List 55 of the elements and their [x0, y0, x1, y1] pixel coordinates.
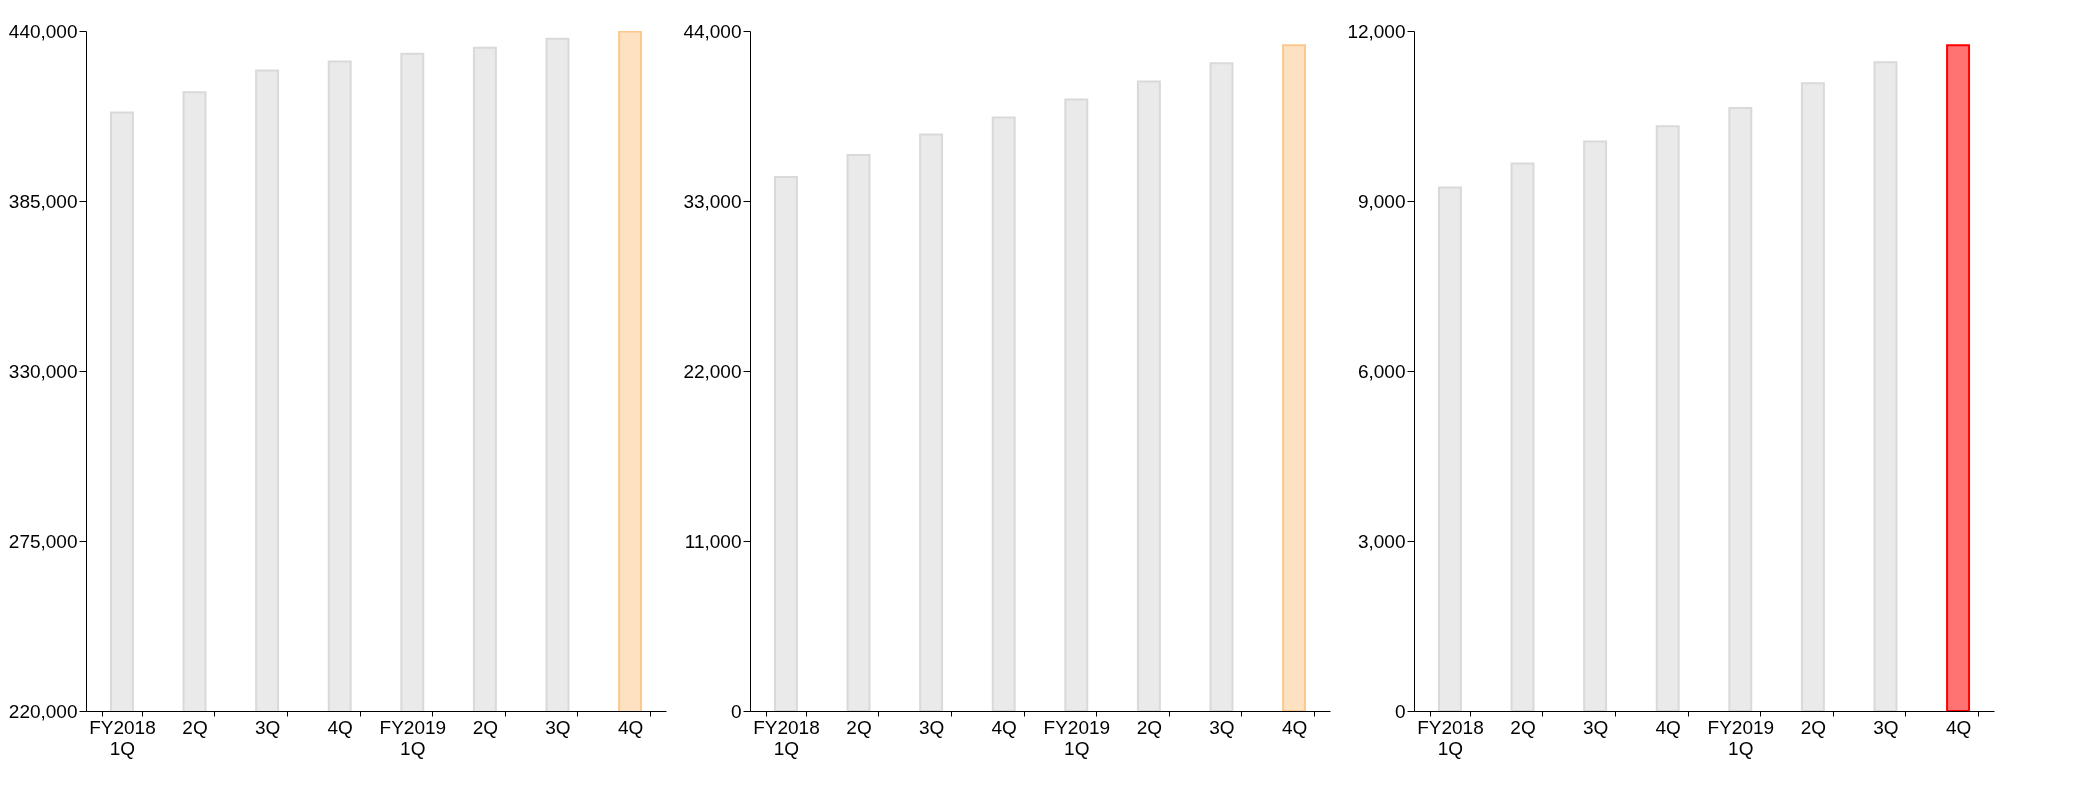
- y-tick-label: 220,000: [8, 700, 78, 722]
- x-tick-label: 2Q: [472, 716, 499, 738]
- x-tick-label: FY2018 1Q: [753, 716, 820, 759]
- bar: [1064, 98, 1089, 711]
- y-tick-label: 440,000: [8, 20, 78, 42]
- x-tick-label: FY2019 1Q: [1043, 716, 1111, 759]
- x-tick-label: 4Q: [617, 716, 644, 738]
- y-tick-label: 3,000: [1357, 530, 1406, 552]
- x-tick-label: 4Q: [327, 716, 353, 738]
- y-tick-label: 11,000: [684, 530, 742, 552]
- bar: [1136, 80, 1161, 711]
- bar: [1655, 125, 1680, 711]
- y-tick-label: 9,000: [1357, 190, 1406, 212]
- y-tick-label: 330,000: [8, 360, 78, 382]
- bar: [1282, 44, 1307, 711]
- x-tick-label: 3Q: [1582, 716, 1609, 738]
- x-tick-label: 2Q: [1510, 716, 1536, 738]
- bar: [773, 176, 798, 711]
- y-tick-label: 0: [1394, 700, 1406, 722]
- y-tick-label: 0: [730, 700, 742, 722]
- y-tick-label: 22,000: [683, 360, 742, 382]
- bar: [1946, 44, 1971, 711]
- x-tick-label: 3Q: [918, 716, 945, 738]
- y-tick-label: 33,000: [683, 190, 742, 212]
- x-tick-label: FY2018 1Q: [89, 716, 156, 759]
- bar: [1510, 162, 1535, 711]
- x-tick-label: FY2018 1Q: [1417, 716, 1484, 759]
- x-tick-label: 4Q: [1281, 716, 1308, 738]
- x-tick-label: 3Q: [1209, 716, 1235, 738]
- y-tick-label: 44,000: [683, 20, 742, 42]
- x-tick-label: 3Q: [254, 716, 281, 738]
- x-tick-label: FY2019 1Q: [379, 716, 447, 759]
- x-tick-label: FY2019 1Q: [1707, 716, 1775, 759]
- x-tick-label: 3Q: [1873, 716, 1899, 738]
- bar: [846, 154, 871, 711]
- y-tick-label: 275,000: [8, 530, 78, 552]
- x-tick-label: 4Q: [1655, 716, 1681, 738]
- y-tick-label: 6,000: [1357, 360, 1406, 382]
- x-tick-label: 2Q: [1136, 716, 1163, 738]
- x-tick-label: 2Q: [182, 716, 208, 738]
- x-tick-label: 2Q: [846, 716, 872, 738]
- x-tick-label: 4Q: [1945, 716, 1972, 738]
- bar: [1873, 61, 1898, 711]
- x-tick-label: 2Q: [1800, 716, 1827, 738]
- y-tick-label: 12,000: [1347, 20, 1406, 42]
- bar: [1728, 107, 1753, 711]
- bar: [1800, 82, 1825, 711]
- bar: [919, 133, 944, 711]
- x-tick-label: 4Q: [991, 716, 1017, 738]
- bar: [1209, 62, 1234, 711]
- bar: [991, 116, 1016, 711]
- bar: [1437, 186, 1462, 711]
- x-tick-label: 3Q: [545, 716, 571, 738]
- bar: [1583, 140, 1608, 711]
- y-tick-label: 385,000: [8, 190, 78, 212]
